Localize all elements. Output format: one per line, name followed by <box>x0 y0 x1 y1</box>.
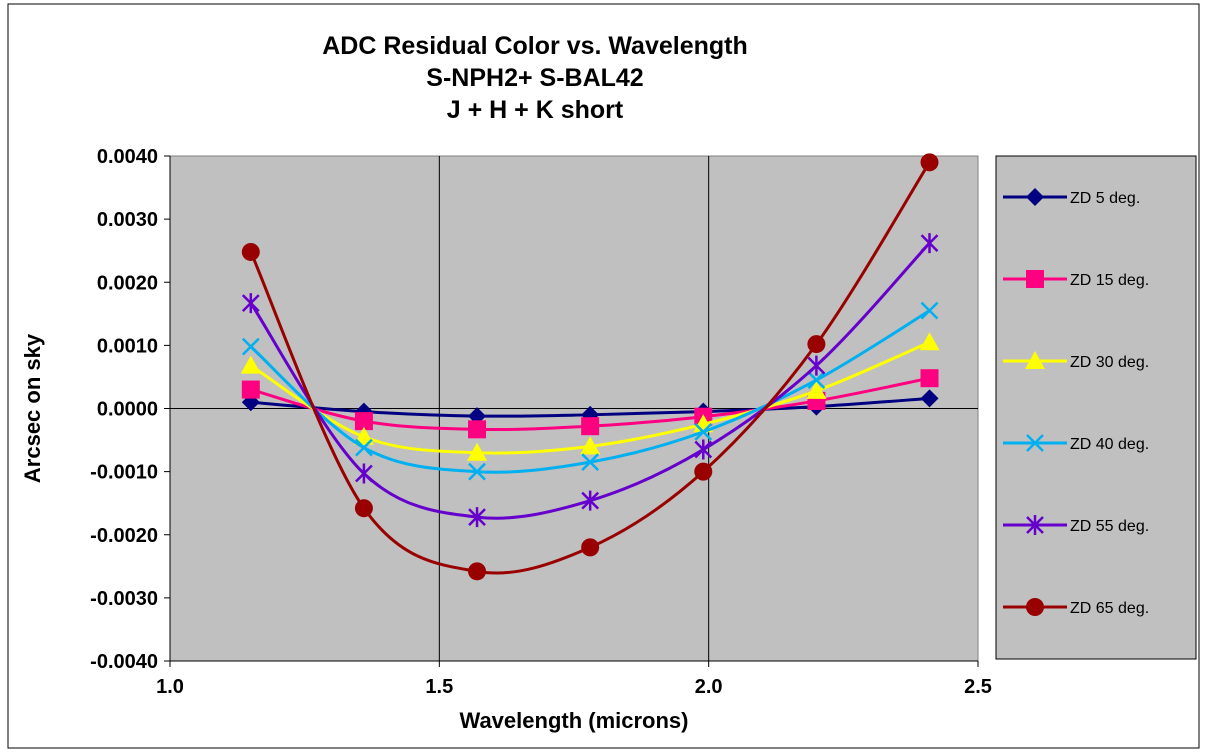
data-point <box>920 389 939 408</box>
data-point <box>241 242 260 261</box>
legend-marker <box>1026 598 1044 616</box>
data-point <box>468 562 487 581</box>
y-tick-label: -0.0030 <box>90 588 158 610</box>
data-point <box>581 538 600 557</box>
y-tick-label: 0.0020 <box>97 272 158 294</box>
data-point <box>920 153 939 172</box>
legend-box <box>995 155 1197 660</box>
y-axis: 0.0040 0.0030 0.0020 0.0010 0.0000 -0.0010 -0.… <box>20 146 171 673</box>
legend-label: ZD 55 deg. <box>1070 518 1149 535</box>
y-tick-label: -0.0040 <box>90 651 158 673</box>
legend-label: ZD 15 deg. <box>1070 272 1149 289</box>
data-point <box>354 499 373 518</box>
plot-area <box>169 155 979 662</box>
data-point <box>806 380 827 399</box>
data-point <box>920 233 939 254</box>
legend-entry: ZD 55 deg. <box>1003 515 1149 535</box>
x-axis: 1.0 1.5 2.0 2.5 Wavelength (microns) <box>156 660 992 733</box>
chart-title-line: S-NPH2+ S-BAL42 <box>426 64 643 92</box>
data-point <box>580 436 601 455</box>
legend-label: ZD 65 deg. <box>1070 600 1149 617</box>
data-point <box>920 301 939 320</box>
data-point <box>241 380 260 399</box>
legend-entry: ZD 30 deg. <box>1003 351 1149 371</box>
x-tick-label: 2.0 <box>695 676 723 698</box>
data-point <box>694 422 713 441</box>
legend-marker <box>1026 188 1044 206</box>
data-point <box>581 453 600 472</box>
data-point <box>807 371 826 389</box>
legend-marker <box>1025 351 1045 369</box>
data-point <box>355 463 373 484</box>
data-point <box>354 412 373 431</box>
x-tick-label: 1.0 <box>156 676 184 698</box>
legend-entry: ZD 65 deg. <box>1003 598 1149 617</box>
data-point <box>581 417 600 436</box>
data-point <box>355 438 373 457</box>
chart-title-line: J + H + K short <box>447 96 624 124</box>
legend-marker <box>1026 434 1044 452</box>
y-tick-label: 0.0040 <box>97 146 158 168</box>
series-4 <box>241 301 939 481</box>
data-point <box>581 490 600 511</box>
chart-title-line: ADC Residual Color vs. Wavelength <box>322 32 748 60</box>
y-axis-title: Arcsec on sky <box>20 333 45 483</box>
legend-entry: ZD 5 deg. <box>1003 188 1140 207</box>
series-3 <box>240 332 940 461</box>
y-tick-label: 0.0030 <box>97 209 158 231</box>
data-point <box>468 420 487 439</box>
data-point <box>467 442 488 461</box>
series-layer <box>240 153 940 581</box>
legend-label: ZD 40 deg. <box>1070 436 1149 453</box>
data-point <box>468 462 486 481</box>
data-point <box>694 462 713 481</box>
y-tick-label: 0.0000 <box>97 399 158 421</box>
data-point <box>919 332 940 351</box>
data-point <box>468 507 486 528</box>
legend: ZD 5 deg. ZD 15 deg. ZD 30 deg. ZD 40 deg. Z… <box>995 155 1197 660</box>
data-point <box>807 335 826 354</box>
x-tick-label: 2.5 <box>964 676 992 698</box>
data-point <box>920 369 939 388</box>
series-5 <box>241 233 939 528</box>
y-tick-label: 0.0010 <box>97 335 158 357</box>
legend-label: ZD 30 deg. <box>1070 354 1149 371</box>
legend-marker <box>1026 270 1044 288</box>
legend-marker <box>1026 515 1044 535</box>
legend-label: ZD 5 deg. <box>1070 190 1140 207</box>
data-point <box>694 439 713 460</box>
data-point <box>240 355 261 374</box>
y-tick-label: -0.0020 <box>90 525 158 547</box>
x-tick-label: 1.5 <box>425 676 453 698</box>
data-point <box>353 426 374 445</box>
y-tick-label: -0.0010 <box>90 462 158 484</box>
legend-entry: ZD 40 deg. <box>1003 434 1149 453</box>
x-axis-title: Wavelength (microns) <box>460 708 689 733</box>
data-point <box>807 355 826 376</box>
chart-title: ADC Residual Color vs. Wavelength S-NPH2+… <box>322 32 748 124</box>
legend-entry: ZD 15 deg. <box>1003 270 1149 289</box>
data-point <box>241 293 260 314</box>
data-point <box>241 337 260 356</box>
series-6 <box>241 153 939 581</box>
